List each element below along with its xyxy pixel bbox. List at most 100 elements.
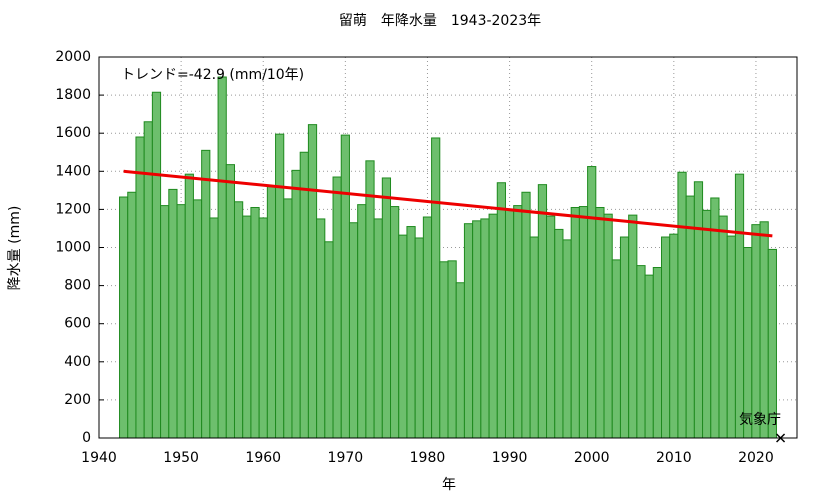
bar bbox=[578, 206, 589, 439]
bar bbox=[652, 267, 663, 439]
y-tick-label: 2000 bbox=[55, 49, 91, 65]
bar bbox=[250, 206, 260, 439]
trend-annotation: トレンド=-42.9 (mm/10年) bbox=[121, 67, 304, 83]
bar bbox=[661, 236, 671, 439]
bar bbox=[422, 216, 433, 439]
bar bbox=[447, 260, 457, 439]
bar bbox=[348, 222, 359, 439]
bar bbox=[217, 76, 227, 439]
x-tick-label: 1970 bbox=[328, 450, 364, 466]
x-tick-label: 1990 bbox=[492, 450, 528, 466]
x-tick-label: 1960 bbox=[245, 450, 281, 466]
bar bbox=[365, 160, 375, 439]
bar bbox=[619, 236, 630, 439]
bar bbox=[209, 217, 219, 439]
bar bbox=[504, 208, 515, 439]
bar bbox=[636, 265, 646, 439]
bar bbox=[439, 261, 449, 439]
bar bbox=[266, 186, 277, 439]
bar bbox=[340, 134, 350, 439]
bar bbox=[258, 217, 268, 439]
source-annotation: 気象庁 bbox=[739, 412, 781, 428]
bar bbox=[521, 191, 531, 439]
bar bbox=[570, 206, 580, 439]
y-tick-label: 200 bbox=[64, 392, 91, 408]
bar bbox=[324, 241, 334, 439]
bar bbox=[390, 206, 400, 439]
bar bbox=[406, 226, 416, 439]
bar bbox=[233, 201, 244, 439]
bar bbox=[644, 274, 654, 439]
y-tick-label: 1400 bbox=[55, 163, 91, 179]
bar bbox=[677, 171, 687, 439]
bar bbox=[455, 282, 465, 439]
x-tick-label: 1940 bbox=[81, 450, 117, 466]
x-tick-label: 1950 bbox=[163, 450, 199, 466]
bar bbox=[201, 149, 211, 439]
bar bbox=[357, 204, 367, 439]
x-tick-label: 1980 bbox=[410, 450, 446, 466]
bar bbox=[669, 233, 679, 439]
bar bbox=[127, 191, 137, 439]
bar bbox=[332, 176, 342, 439]
bar bbox=[176, 204, 186, 439]
x-tick-label: 2010 bbox=[656, 450, 692, 466]
bar bbox=[414, 237, 424, 439]
bar bbox=[472, 220, 482, 439]
chart-title: 留萌 年降水量 1943-2023年 bbox=[339, 13, 541, 29]
bar bbox=[759, 221, 769, 439]
bar bbox=[192, 199, 203, 439]
bar bbox=[381, 177, 392, 439]
y-tick-label: 1800 bbox=[55, 87, 91, 103]
plot-frame bbox=[98, 56, 798, 439]
bar bbox=[767, 248, 777, 439]
bar bbox=[299, 151, 309, 439]
bar bbox=[751, 224, 761, 439]
bar bbox=[554, 228, 564, 439]
bar bbox=[628, 214, 638, 439]
bar bbox=[463, 223, 474, 439]
bar bbox=[135, 136, 145, 439]
bar bbox=[242, 215, 252, 439]
bar bbox=[168, 188, 178, 439]
bar bbox=[307, 124, 318, 439]
bar bbox=[373, 218, 383, 439]
y-tick-label: 800 bbox=[64, 278, 91, 294]
y-tick-label: 1000 bbox=[55, 240, 91, 256]
bar bbox=[143, 121, 153, 439]
y-tick-label: 600 bbox=[64, 316, 91, 332]
y-axis-label: 降水量 (mm) bbox=[7, 206, 23, 291]
bar bbox=[611, 259, 621, 439]
bar bbox=[496, 182, 506, 439]
y-tick-label: 0 bbox=[82, 430, 91, 446]
x-tick-label: 2020 bbox=[738, 450, 774, 466]
bar bbox=[184, 173, 194, 439]
bar bbox=[160, 205, 170, 439]
bar bbox=[702, 209, 712, 439]
bar bbox=[546, 215, 556, 439]
bar bbox=[291, 169, 301, 439]
trend-line bbox=[123, 169, 773, 238]
bar bbox=[734, 173, 745, 439]
bar bbox=[225, 164, 235, 439]
bar bbox=[562, 239, 572, 439]
bar bbox=[283, 198, 293, 439]
bar bbox=[275, 133, 285, 439]
bar bbox=[693, 181, 704, 439]
bar bbox=[537, 184, 548, 439]
bar bbox=[151, 91, 162, 439]
bar bbox=[398, 234, 408, 439]
bar bbox=[587, 166, 597, 439]
bar bbox=[743, 247, 753, 439]
y-tick-label: 400 bbox=[64, 354, 91, 370]
y-tick-label: 1600 bbox=[55, 125, 91, 141]
bar bbox=[710, 197, 720, 439]
bar bbox=[488, 213, 498, 439]
bar bbox=[603, 213, 613, 439]
bar bbox=[431, 137, 441, 439]
bar bbox=[316, 218, 326, 439]
y-tick-label: 1200 bbox=[55, 201, 91, 217]
bar bbox=[726, 235, 736, 439]
bar bbox=[529, 236, 539, 439]
